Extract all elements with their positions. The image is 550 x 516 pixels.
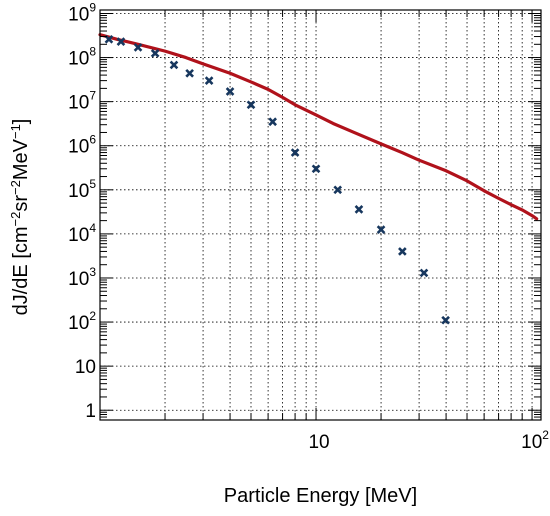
x-tick-label: 10 [308, 432, 329, 453]
data-point-marker [419, 268, 429, 278]
plot-frame [99, 9, 542, 421]
y-tick-label: 103 [68, 265, 96, 290]
data-point-marker [290, 148, 300, 157]
marker-stroke [419, 268, 429, 278]
data-point-marker [311, 164, 321, 174]
axis-ticks [100, 10, 541, 421]
y-tick-label: 10 [75, 357, 96, 378]
data-point-marker [398, 247, 407, 256]
marker-stroke [169, 60, 179, 70]
data-point-marker [354, 205, 364, 214]
y-tick-label: 1 [85, 401, 96, 422]
y-tick-label: 108 [68, 45, 96, 70]
data-point-marker [441, 315, 450, 325]
marker-stroke [398, 247, 407, 256]
marker-stroke [116, 37, 126, 46]
marker-stroke [268, 117, 277, 127]
grid [100, 10, 541, 420]
data-point-marker [225, 87, 235, 96]
data-point-marker [268, 117, 277, 127]
marker-stroke [333, 185, 343, 195]
tick-labels: 1 10 102 103 104 105 106 107 108 109 10 102 [68, 0, 549, 453]
y-tick-label: 106 [68, 133, 96, 158]
marker-stroke [441, 315, 450, 325]
marker-stroke [246, 100, 256, 110]
marker-stroke [376, 225, 386, 234]
x-axis-title: Particle Energy [MeV] [224, 485, 417, 507]
data-point-marker [246, 100, 256, 110]
data-point-marker [133, 43, 143, 52]
series-line [98, 33, 539, 221]
series-layer [98, 33, 539, 325]
y-tick-label: 109 [68, 0, 96, 25]
y-tick-label: 102 [68, 309, 96, 334]
y-tick-label: 105 [68, 177, 96, 202]
y-axis-title: dJ/dE [cm−2sr−2MeV−1] [8, 119, 33, 316]
y-tick-label: 107 [68, 89, 96, 114]
data-point-marker [204, 76, 214, 85]
x-tick-label: 102 [521, 428, 549, 453]
data-point-marker [116, 37, 126, 46]
marker-stroke [290, 148, 300, 157]
marker-stroke [185, 68, 194, 78]
marker-stroke [150, 48, 160, 58]
data-point-marker [185, 68, 194, 78]
marker-stroke [311, 164, 321, 174]
y-tick-label: 104 [68, 221, 96, 246]
data-point-marker [333, 185, 343, 195]
marker-stroke [133, 43, 143, 52]
data-point-marker [150, 48, 160, 58]
marker-stroke [204, 76, 214, 85]
data-point-marker [376, 225, 386, 234]
marker-stroke [104, 34, 114, 44]
marker-stroke [354, 205, 364, 214]
data-point-marker [169, 60, 179, 70]
marker-stroke [225, 87, 235, 96]
